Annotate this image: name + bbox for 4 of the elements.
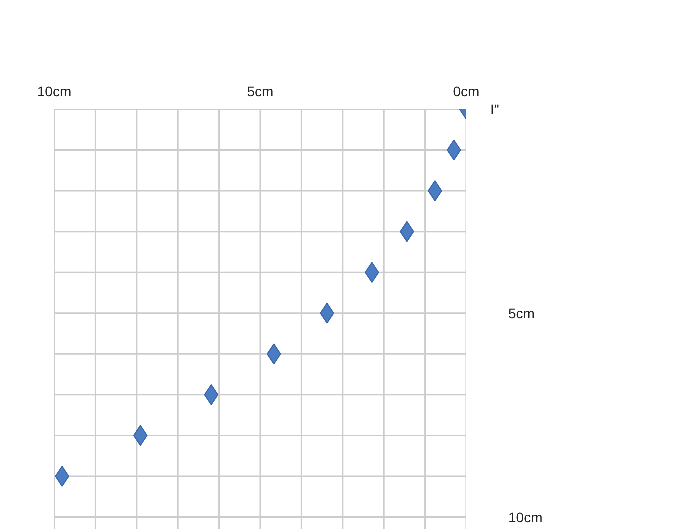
- x-tick-label: 0cm: [453, 84, 480, 100]
- text: I": [490, 102, 500, 118]
- x-tick-label: 5cm: [247, 84, 274, 100]
- x-tick-label: 10cm: [37, 84, 72, 100]
